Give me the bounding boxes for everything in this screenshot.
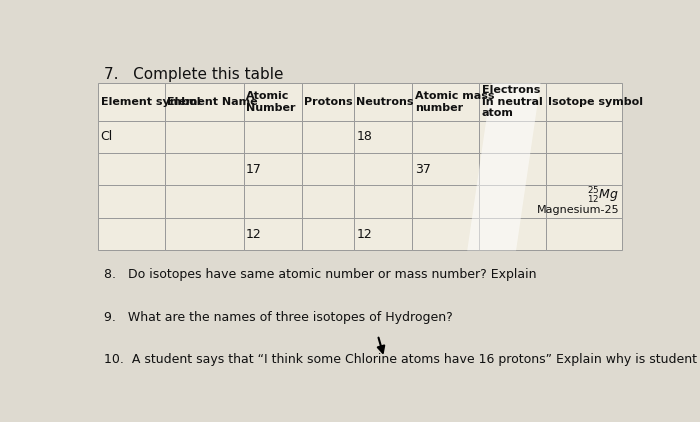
- Bar: [354, 83, 412, 121]
- Bar: [165, 186, 244, 218]
- Bar: [98, 83, 165, 121]
- Bar: [412, 218, 480, 251]
- Bar: [98, 153, 165, 186]
- Bar: [412, 153, 480, 186]
- Bar: [98, 121, 165, 153]
- Bar: [354, 186, 412, 218]
- Text: Element symbol: Element symbol: [101, 97, 200, 107]
- Text: Neutrons: Neutrons: [356, 97, 414, 107]
- Bar: [546, 186, 622, 218]
- Text: 18: 18: [356, 130, 372, 143]
- Bar: [546, 121, 622, 153]
- Bar: [165, 83, 244, 121]
- Bar: [480, 153, 546, 186]
- Bar: [412, 121, 480, 153]
- Bar: [302, 186, 354, 218]
- Text: 12: 12: [246, 228, 262, 241]
- Text: 37: 37: [414, 163, 430, 176]
- Text: Element Name: Element Name: [167, 97, 258, 107]
- Text: 12: 12: [356, 228, 372, 241]
- Bar: [354, 153, 412, 186]
- Text: $\mathregular{^{25}_{12}}Mg$: $\mathregular{^{25}_{12}}Mg$: [587, 186, 619, 206]
- Text: 8.   Do isotopes have same atomic number or mass number? Explain: 8. Do isotopes have same atomic number o…: [104, 268, 536, 281]
- Bar: [412, 186, 480, 218]
- Bar: [244, 186, 302, 218]
- Bar: [412, 83, 480, 121]
- Bar: [302, 121, 354, 153]
- Bar: [302, 83, 354, 121]
- Bar: [354, 218, 412, 251]
- Bar: [244, 153, 302, 186]
- Text: Electrons
in neutral
atom: Electrons in neutral atom: [482, 85, 542, 119]
- Text: Atomic mass
number: Atomic mass number: [414, 91, 494, 113]
- Bar: [480, 218, 546, 251]
- Bar: [546, 153, 622, 186]
- Text: 17: 17: [246, 163, 262, 176]
- Bar: [546, 218, 622, 251]
- Bar: [546, 83, 622, 121]
- Text: 10.  A student says that “I think some Chlorine atoms have 16 protons” Explain w: 10. A student says that “I think some Ch…: [104, 353, 700, 366]
- Text: 9.   What are the names of three isotopes of Hydrogen?: 9. What are the names of three isotopes …: [104, 311, 452, 324]
- Text: Cl: Cl: [101, 130, 113, 143]
- Bar: [165, 121, 244, 153]
- Bar: [480, 83, 546, 121]
- Bar: [244, 121, 302, 153]
- Bar: [480, 186, 546, 218]
- Bar: [98, 218, 165, 251]
- Bar: [244, 83, 302, 121]
- Polygon shape: [468, 83, 540, 251]
- Text: Protons: Protons: [304, 97, 353, 107]
- Bar: [98, 186, 165, 218]
- Bar: [302, 153, 354, 186]
- Bar: [302, 218, 354, 251]
- Bar: [354, 121, 412, 153]
- Bar: [244, 218, 302, 251]
- Text: 7.   Complete this table: 7. Complete this table: [104, 67, 284, 82]
- Bar: [165, 218, 244, 251]
- Text: Isotope symbol: Isotope symbol: [548, 97, 643, 107]
- Text: Magnesium-25: Magnesium-25: [536, 205, 619, 215]
- Text: Atomic
Number: Atomic Number: [246, 91, 295, 113]
- Bar: [480, 121, 546, 153]
- Bar: [165, 153, 244, 186]
